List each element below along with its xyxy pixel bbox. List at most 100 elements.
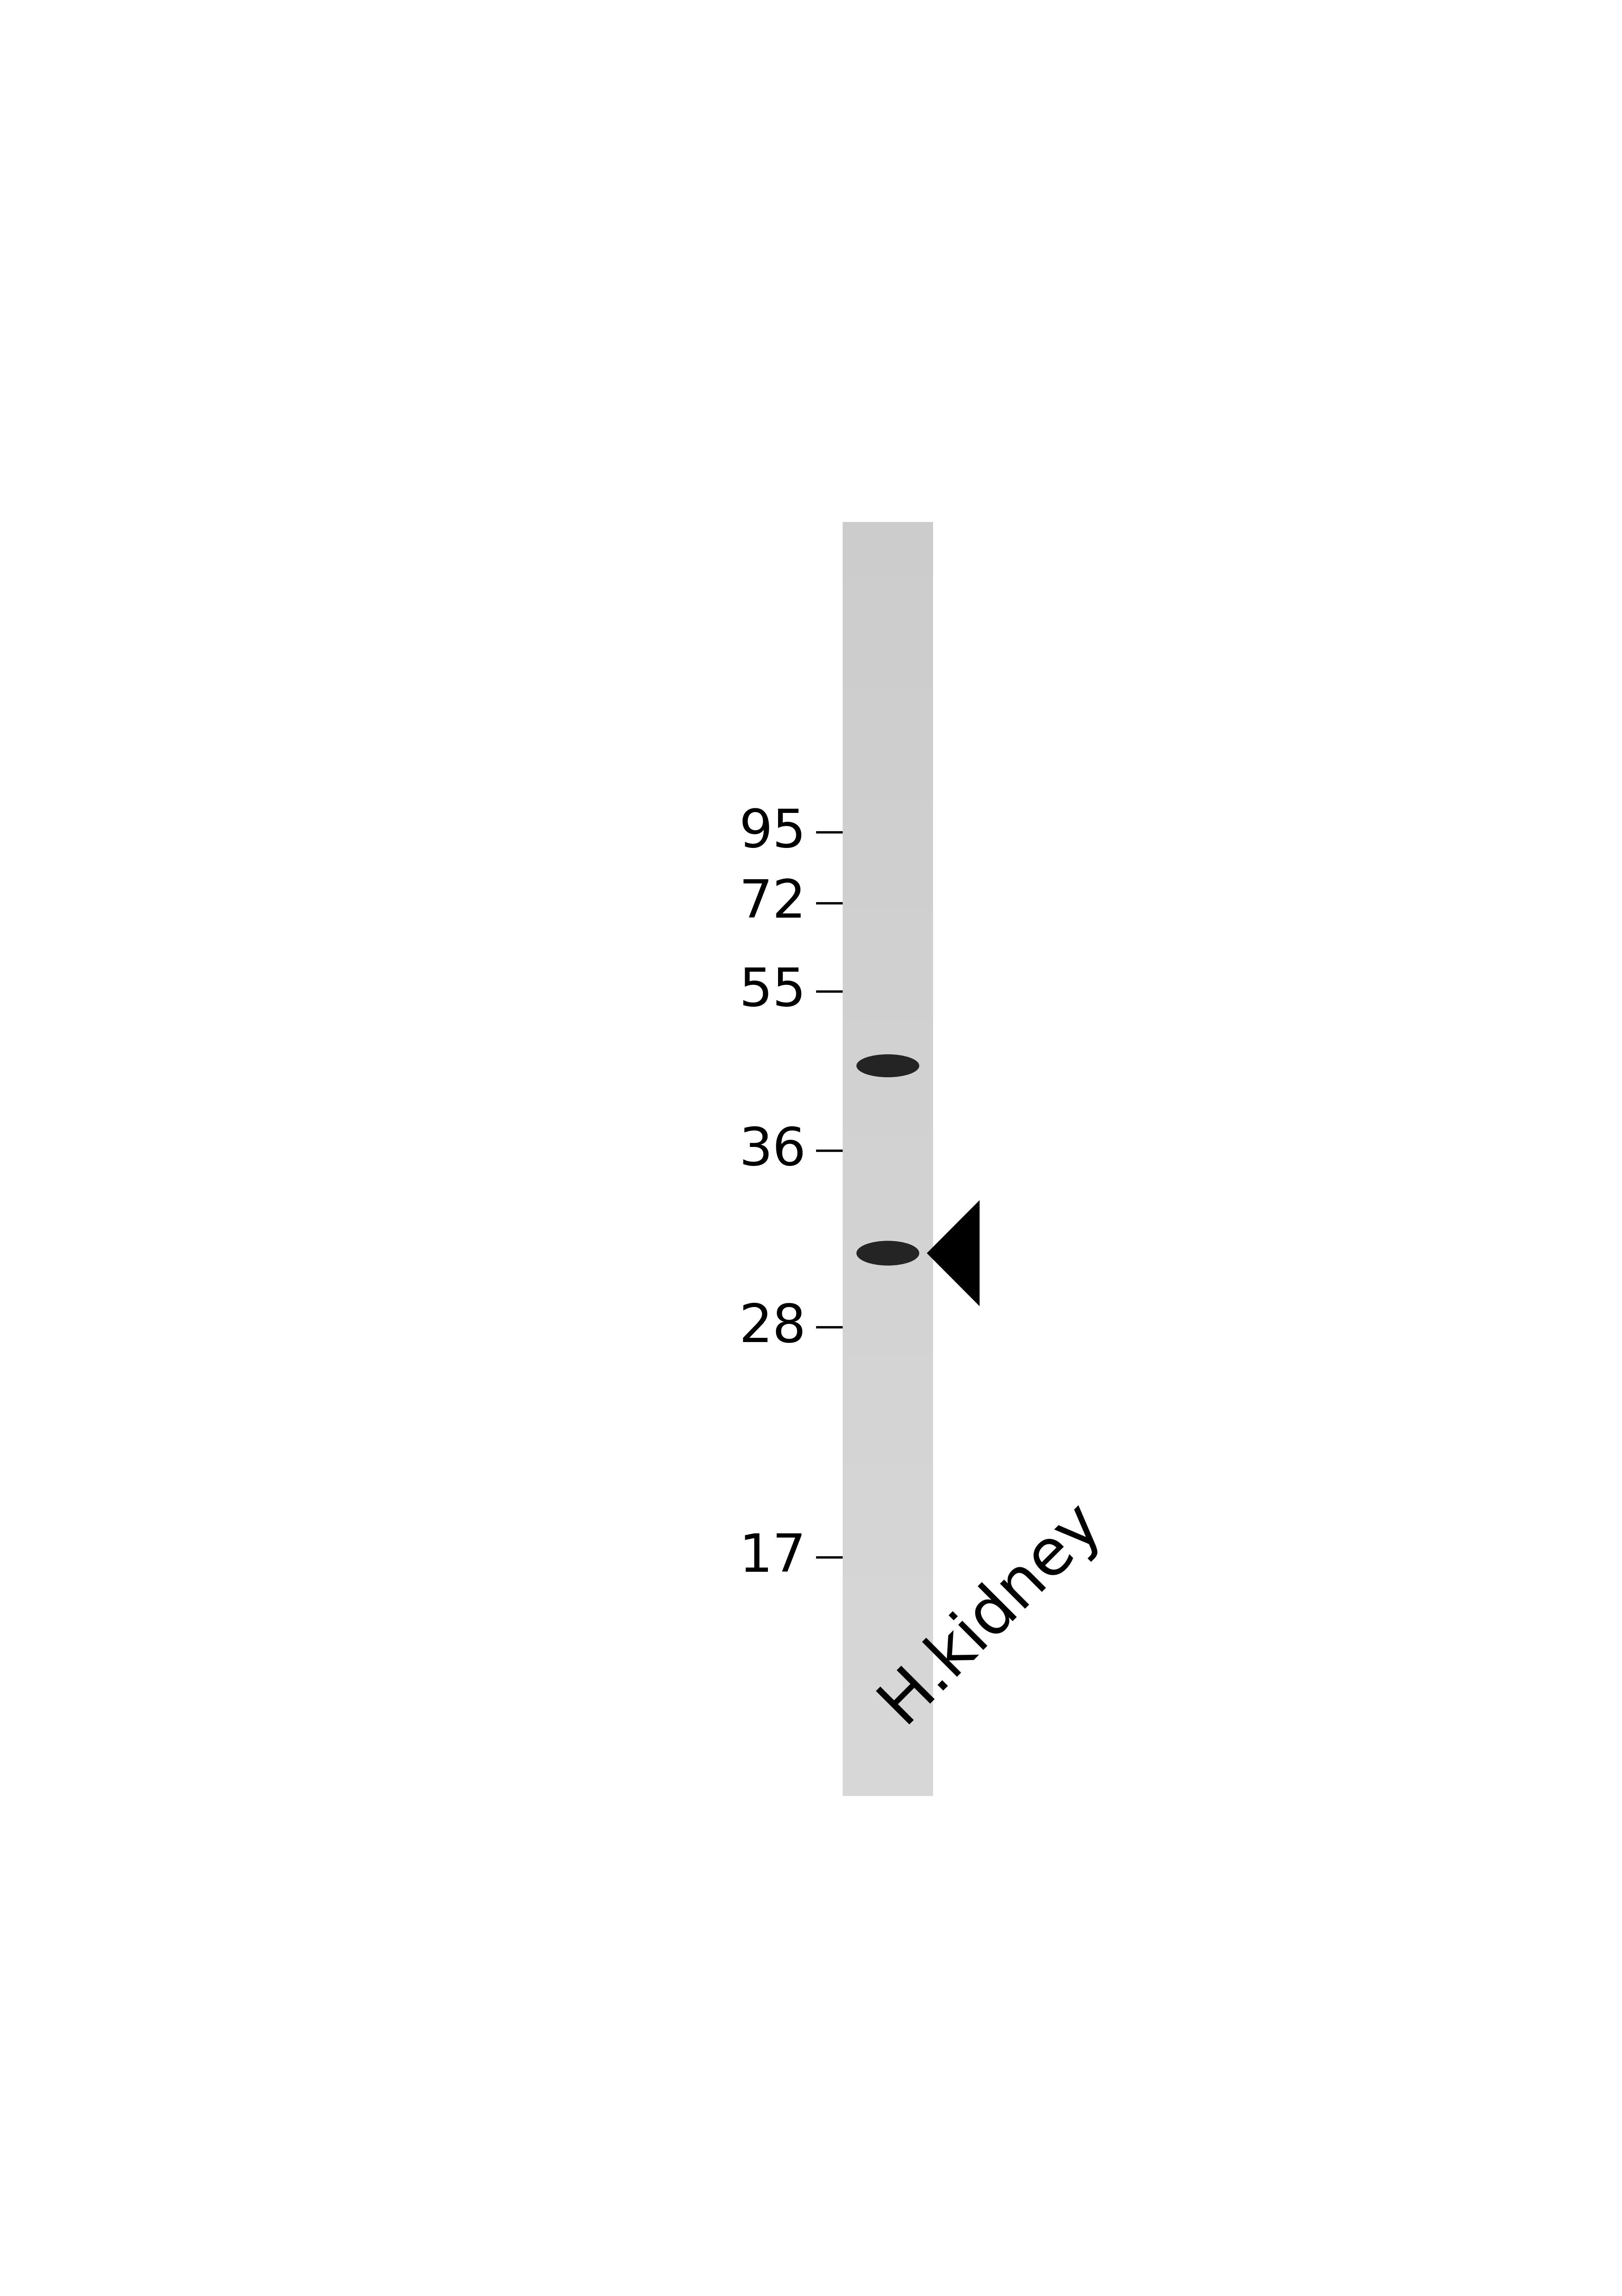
Bar [842,1286,933,1290]
Bar [842,1325,933,1329]
Bar [842,1747,933,1754]
Bar [842,1591,933,1596]
Bar [842,1460,933,1465]
Bar [842,744,933,748]
Bar [842,831,933,838]
Bar [842,1192,933,1199]
Bar [842,1676,933,1681]
Bar [842,870,933,875]
Bar [842,1515,933,1520]
Bar [842,1426,933,1430]
Bar [842,1476,933,1481]
Bar [842,1791,933,1795]
Bar [842,1566,933,1570]
Bar [842,1711,933,1715]
Text: 17: 17 [740,1531,806,1582]
Bar [842,1692,933,1699]
Bar [842,1290,933,1295]
Bar [842,661,933,668]
Bar [842,1371,933,1375]
Bar [842,726,933,730]
Bar [842,905,933,909]
Bar [842,1387,933,1394]
Bar [842,946,933,951]
Bar [842,1022,933,1029]
Bar [842,595,933,599]
Bar [842,636,933,643]
Bar [842,1605,933,1609]
Bar [842,700,933,705]
Bar [842,1111,933,1118]
Bar [842,1777,933,1784]
Bar [842,1616,933,1621]
Bar [842,1570,933,1575]
Bar [842,996,933,1003]
Bar [842,1006,933,1010]
Bar [842,1155,933,1159]
Bar [842,526,933,530]
Bar [842,1231,933,1235]
Bar [842,666,933,670]
Bar [842,1196,933,1201]
Bar [842,1655,933,1660]
Bar [842,1162,933,1169]
Bar [842,1306,933,1313]
Polygon shape [926,1201,980,1306]
Bar [842,1782,933,1789]
Bar [842,1412,933,1419]
Bar [842,1417,933,1424]
Bar [842,549,933,553]
Bar [842,980,933,985]
Bar [842,1226,933,1231]
Bar [842,882,933,889]
Text: 36: 36 [740,1125,806,1176]
Bar [842,1740,933,1745]
Bar [842,569,933,574]
Bar [842,921,933,925]
Bar [842,670,933,675]
Bar [842,827,933,833]
Bar [842,1697,933,1704]
Bar [842,1706,933,1711]
Bar [842,1756,933,1761]
Bar [842,1375,933,1380]
Bar [842,1727,933,1731]
Bar [842,845,933,850]
Bar [842,1302,933,1309]
Bar [842,930,933,934]
Bar [842,1609,933,1614]
Bar [842,696,933,700]
Bar [842,1481,933,1486]
Bar [842,1582,933,1589]
Bar [842,1671,933,1676]
Bar [842,912,933,918]
Bar [842,976,933,980]
Bar [842,544,933,549]
Bar [842,1210,933,1215]
Bar [842,705,933,709]
Bar [842,964,933,969]
Bar [842,1745,933,1750]
Bar [842,721,933,728]
Bar [842,675,933,680]
Bar [842,751,933,755]
Bar [842,1396,933,1401]
Bar [842,1731,933,1736]
Bar [842,1265,933,1270]
Bar [842,1189,933,1194]
Bar [842,820,933,824]
Bar [842,1401,933,1405]
Bar [842,585,933,590]
Bar [842,521,933,528]
Bar [842,854,933,859]
Bar [842,551,933,558]
Bar [842,556,933,560]
Bar [842,1357,933,1364]
Text: H.kidney: H.kidney [868,1490,1113,1733]
Bar [842,765,933,769]
Bar [842,1040,933,1045]
Bar [842,1332,933,1339]
Bar [842,1261,933,1265]
Bar [842,1180,933,1185]
Bar [842,1690,933,1694]
